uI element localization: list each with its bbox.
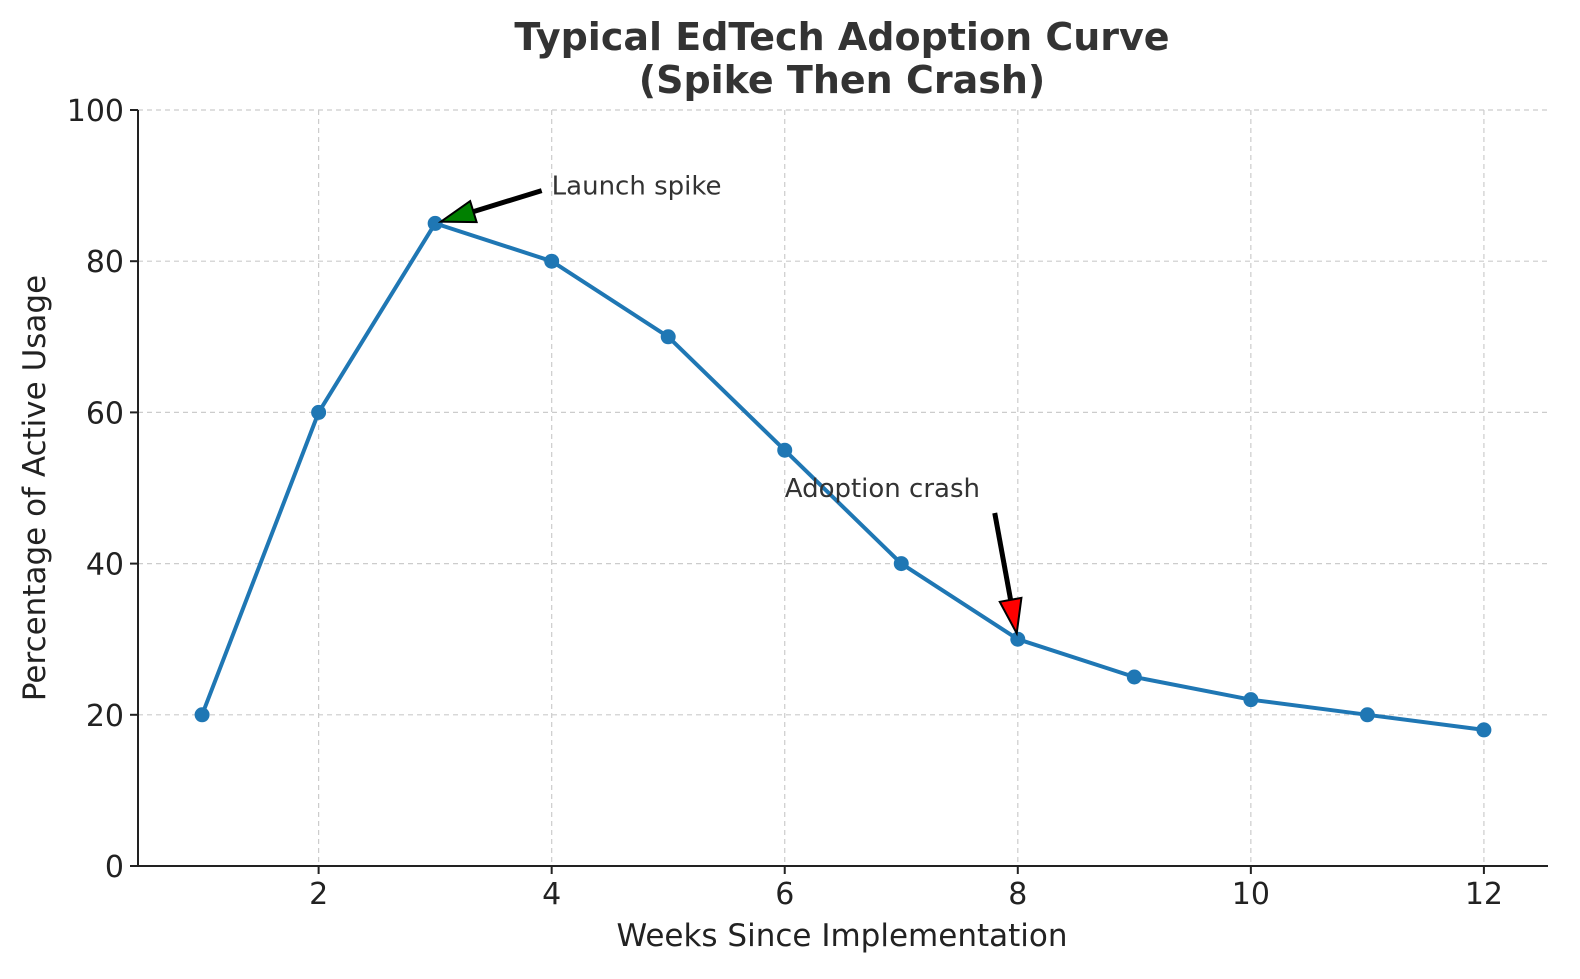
x-tick-label: 8 — [1008, 877, 1027, 912]
y-tick-label: 60 — [86, 396, 124, 431]
data-point — [1476, 722, 1492, 738]
data-point — [777, 442, 793, 458]
series-line-path — [200, 221, 1485, 732]
annotation-label: Adoption crash — [785, 474, 980, 504]
data-point — [1243, 692, 1259, 708]
chart-title-line-2: (Spike Then Crash) — [639, 58, 1046, 102]
y-tick-label: 80 — [86, 245, 124, 280]
x-tick-label: 10 — [1232, 877, 1270, 912]
data-point — [893, 556, 909, 572]
data-point — [544, 253, 560, 269]
chart-title-line-1: Typical EdTech Adoption Curve — [514, 15, 1169, 59]
annotation-arrow-shaft — [472, 188, 543, 215]
annotations: Launch spike Adoption crash — [437, 172, 1023, 637]
x-tick-label: 12 — [1465, 877, 1503, 912]
x-tick-label: 4 — [542, 877, 561, 912]
data-point — [660, 329, 676, 345]
data-point — [194, 707, 210, 723]
y-axis-label: Percentage of Active Usage — [17, 275, 53, 701]
x-tick-label: 6 — [775, 877, 794, 912]
y-tick-label: 40 — [86, 548, 124, 583]
data-point — [311, 404, 327, 420]
y-tick-label: 100 — [67, 94, 124, 129]
annotation-arrow-shaft — [992, 512, 1014, 601]
annotation-arrow-head — [437, 199, 478, 224]
data-point — [1010, 631, 1026, 647]
annotation-arrow-head — [998, 596, 1023, 637]
data-point — [427, 215, 443, 231]
annotation-label: Launch spike — [552, 172, 722, 202]
y-tick-label: 20 — [86, 699, 124, 734]
series-line — [194, 215, 1492, 738]
x-tick-label: 2 — [309, 877, 328, 912]
x-axis-label: Weeks Since Implementation — [617, 918, 1068, 954]
axes: 2 4 6 8 10 12 0 20 40 60 80 100 — [67, 94, 1548, 912]
data-point — [1126, 669, 1142, 685]
data-point — [1359, 707, 1375, 723]
y-tick-label: 0 — [105, 850, 124, 885]
